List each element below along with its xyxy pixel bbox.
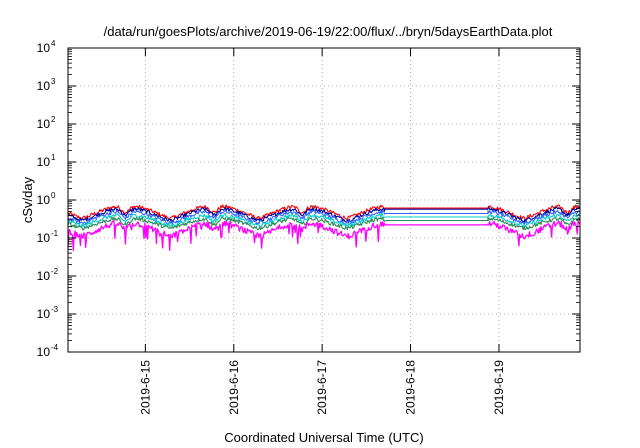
series-line [67,213,581,228]
x-axis-label: Coordinated Universal Time (UTC) [224,430,423,445]
x-tick-label: 2019-6-17 [315,360,329,415]
y-tick-label: 10 1 [37,153,56,169]
axis-ticks [68,47,580,353]
data-series [67,204,581,252]
x-tick-label: 2019-6-19 [492,360,506,415]
y-tick-exponent: 0 [51,191,56,200]
y-axis-label: cSv/day [20,176,35,223]
series-line [67,206,581,223]
y-tick-exponent: 4 [51,39,56,48]
y-tick-base: 10 [37,79,51,93]
y-tick-exponent: -2 [51,267,59,276]
y-tick-exponent: -1 [51,229,59,238]
y-tick-base: 10 [37,155,51,169]
y-tick-label: 10 -2 [37,267,59,283]
y-tick-base: 10 [37,193,51,207]
series-line [67,220,581,252]
y-tick-label: 10 2 [37,115,56,131]
y-tick-base: 10 [37,117,51,131]
y-tick-label: 10 -3 [37,305,59,321]
series-line [67,204,581,221]
y-tick-base: 10 [37,231,51,245]
grid [68,48,580,352]
y-tick-label: 10 0 [37,191,56,207]
y-tick-base: 10 [37,269,51,283]
y-tick-label: 10 -1 [37,229,59,245]
y-tick-exponent: -3 [51,305,59,314]
y-tick-label: 10 -4 [37,343,59,359]
chart-title: /data/run/goesPlots/archive/2019-06-19/2… [104,24,553,39]
y-tick-base: 10 [37,307,51,321]
y-tick-exponent: 3 [51,77,56,86]
y-tick-base: 10 [37,345,51,359]
x-tick-label: 2019-6-16 [227,360,241,415]
y-tick-exponent: 2 [51,115,56,124]
x-tick-label: 2019-6-15 [138,360,152,415]
y-tick-exponent: -4 [51,343,59,352]
series-line [67,209,581,225]
series-line [67,216,581,231]
y-tick-exponent: 1 [51,153,56,162]
y-tick-label: 10 4 [37,39,56,55]
y-tick-label: 10 3 [37,77,56,93]
y-tick-base: 10 [37,41,51,55]
x-tick-label: 2019-6-18 [404,360,418,415]
x-tick-labels: 2019-6-15 2019-6-16 2019-6-17 2019-6-18 2019… [138,360,506,415]
